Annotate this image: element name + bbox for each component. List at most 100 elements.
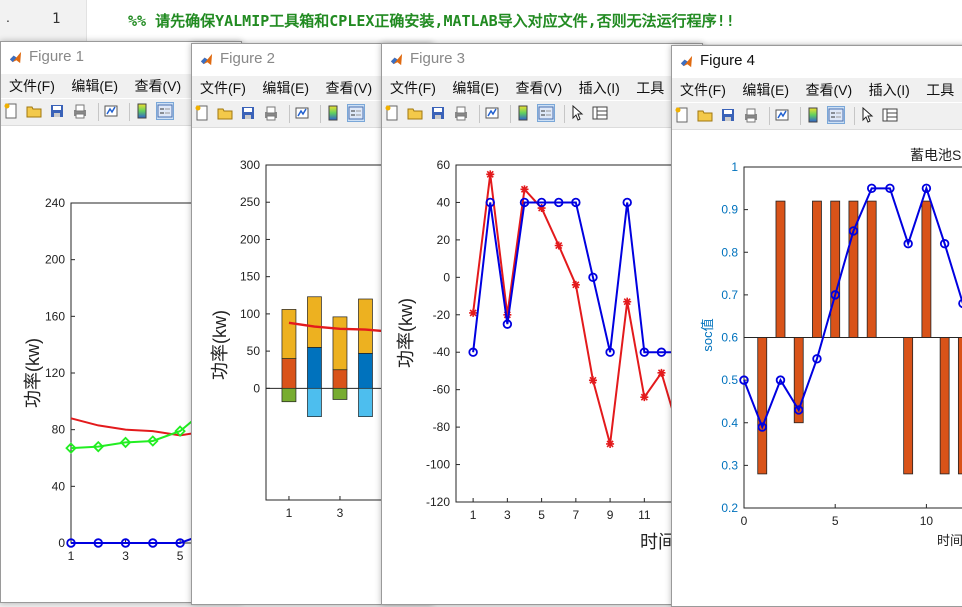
menu-view[interactable]: 查看(V): [805, 82, 853, 98]
menu-tools[interactable]: 工具: [636, 80, 665, 96]
print-icon[interactable]: [453, 105, 469, 121]
toolbar-separator: [769, 107, 770, 125]
menu-edit[interactable]: 编辑(E): [452, 80, 500, 96]
bar-segment: [307, 347, 322, 389]
edit-plot-icon[interactable]: [859, 107, 875, 123]
link-plot-icon[interactable]: [774, 107, 790, 123]
x-tick-label: 0: [741, 514, 748, 528]
code-line[interactable]: %% 请先确保YALMIP工具箱和CPLEX正确安装,MATLAB导入对应文件,…: [128, 12, 735, 30]
figure-title: Figure 2: [220, 50, 276, 67]
data-point: [657, 368, 666, 377]
y-axis-label: 功率(kw): [396, 298, 416, 368]
menu-edit[interactable]: 编辑(E): [742, 82, 790, 98]
insert-legend-icon[interactable]: [537, 104, 555, 122]
menu-view[interactable]: 查看(V): [134, 78, 182, 94]
y-axis-label: 功率(kw): [23, 338, 43, 408]
property-inspector-icon[interactable]: [592, 105, 608, 121]
toolbar-separator: [129, 103, 130, 121]
insert-legend-icon[interactable]: [156, 102, 174, 120]
toolbar-separator: [510, 105, 511, 123]
data-point: [175, 538, 185, 548]
insert-colorbar-icon[interactable]: [515, 105, 531, 121]
line-chart[interactable]: -120 -100 -80 -60 -40 -20 0 20 40 60 1 3 5 7 9 11 功率(kw)…: [382, 128, 702, 604]
open-file-icon[interactable]: [407, 105, 423, 121]
figure-titlebar[interactable]: Figure 4: [672, 46, 962, 76]
data-point: [519, 197, 530, 208]
insert-legend-icon[interactable]: [827, 106, 845, 124]
menu-tools[interactable]: 工具: [926, 82, 955, 98]
open-file-icon[interactable]: [697, 107, 713, 123]
menu-view[interactable]: 查看(V): [515, 80, 563, 96]
x-tick-label: 1: [68, 549, 75, 563]
figure-titlebar[interactable]: Figure 3: [382, 44, 702, 74]
x-tick-label: 10: [920, 514, 934, 528]
save-icon[interactable]: [240, 105, 256, 121]
plot-area[interactable]: -120 -100 -80 -60 -40 -20 0 20 40 60 1 3 5 7 9 11 功率(kw)…: [382, 128, 702, 604]
y-tick-label: 240: [45, 196, 65, 210]
menu-insert[interactable]: 插入(I): [868, 82, 910, 98]
x-tick-label: 1: [470, 508, 477, 522]
y-tick-label: 0: [253, 381, 260, 395]
menu-insert[interactable]: 插入(I): [578, 80, 620, 96]
property-inspector-icon[interactable]: [882, 107, 898, 123]
data-point: [639, 347, 650, 357]
link-plot-icon[interactable]: [103, 103, 119, 119]
insert-colorbar-icon[interactable]: [134, 103, 150, 119]
x-tick-label: 3: [337, 506, 344, 520]
menu-edit[interactable]: 编辑(E): [262, 80, 310, 96]
menu-view[interactable]: 查看(V): [325, 80, 373, 96]
insert-colorbar-icon[interactable]: [325, 105, 341, 121]
open-file-icon[interactable]: [26, 103, 42, 119]
data-point: [571, 197, 581, 208]
y-tick-label: 80: [52, 423, 66, 437]
link-plot-icon[interactable]: [294, 105, 310, 121]
y-tick-label: 200: [45, 253, 65, 267]
save-icon[interactable]: [49, 103, 65, 119]
data-point: [147, 435, 159, 447]
data-point: [554, 241, 563, 250]
insert-colorbar-icon[interactable]: [805, 107, 821, 123]
line-number: 1: [52, 11, 61, 27]
data-point: [848, 226, 859, 236]
toolbar-separator: [320, 105, 321, 123]
new-figure-icon[interactable]: [674, 107, 690, 123]
menu-file[interactable]: 文件(F): [9, 78, 55, 94]
print-icon[interactable]: [72, 103, 88, 119]
data-point: [885, 183, 895, 194]
new-figure-icon[interactable]: [3, 103, 19, 119]
menu-file[interactable]: 文件(F): [390, 80, 436, 96]
figure-window-4[interactable]: Figure 4 文件(F) 编辑(E) 查看(V) 插入(I) 工具 0.2 0…: [671, 45, 962, 607]
save-icon[interactable]: [720, 107, 736, 123]
bar-segment: [358, 298, 373, 354]
y-tick-label: 160: [45, 309, 65, 323]
plot-area[interactable]: 0.2 0.3 0.4 0.5 0.6 0.7 0.8 0.9 1 0 5 10 soc值 蓄电池S 时间: [672, 130, 962, 606]
plot-title: 蓄电池S: [910, 147, 961, 163]
data-point: [537, 204, 546, 213]
y-tick-label: 50: [247, 344, 261, 358]
open-file-icon[interactable]: [217, 105, 233, 121]
editor-marker: .: [6, 9, 10, 25]
bar: [921, 200, 932, 338]
insert-legend-icon[interactable]: [347, 104, 365, 122]
print-icon[interactable]: [263, 105, 279, 121]
save-icon[interactable]: [430, 105, 446, 121]
menu-edit[interactable]: 编辑(E): [71, 78, 119, 94]
editor-gutter: [0, 0, 87, 44]
code-editor[interactable]: . 1 %% 请先确保YALMIP工具箱和CPLEX正确安装,MATLAB导入对…: [0, 0, 962, 44]
bar-segment: [281, 358, 297, 389]
link-plot-icon[interactable]: [484, 105, 500, 121]
print-icon[interactable]: [743, 107, 759, 123]
figure-window-3[interactable]: Figure 3 文件(F) 编辑(E) 查看(V) 插入(I) 工具 -120…: [381, 43, 703, 605]
menu-file[interactable]: 文件(F): [200, 80, 246, 96]
menu-file[interactable]: 文件(F): [680, 82, 726, 98]
new-figure-icon[interactable]: [384, 105, 400, 121]
bar-segment: [332, 369, 348, 389]
figure-title: Figure 3: [410, 50, 466, 67]
new-figure-icon[interactable]: [194, 105, 210, 121]
y-tick-label: 0: [58, 536, 65, 550]
edit-plot-icon[interactable]: [569, 105, 585, 121]
data-point: [502, 319, 513, 329]
data-point: [520, 185, 529, 194]
data-point: [812, 354, 822, 364]
